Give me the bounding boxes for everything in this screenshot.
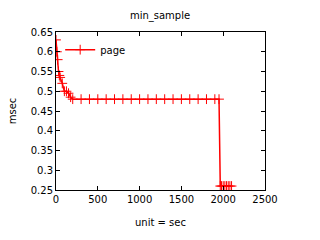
svg-text:0.45: 0.45 bbox=[31, 106, 53, 117]
svg-text:0.35: 0.35 bbox=[31, 145, 53, 156]
svg-text:min_sample: min_sample bbox=[130, 10, 190, 22]
svg-text:0.3: 0.3 bbox=[37, 165, 53, 176]
svg-text:1500: 1500 bbox=[169, 194, 194, 205]
svg-text:2000: 2000 bbox=[210, 194, 235, 205]
svg-text:page: page bbox=[100, 45, 125, 56]
svg-text:0.6: 0.6 bbox=[37, 46, 53, 57]
svg-text:500: 500 bbox=[88, 194, 107, 205]
svg-text:0.25: 0.25 bbox=[31, 185, 53, 196]
svg-text:msec: msec bbox=[7, 98, 18, 125]
svg-text:0.5: 0.5 bbox=[37, 86, 53, 97]
svg-text:0.65: 0.65 bbox=[31, 27, 53, 38]
svg-text:2500: 2500 bbox=[252, 194, 277, 205]
svg-text:0.55: 0.55 bbox=[31, 66, 53, 77]
svg-text:0: 0 bbox=[53, 194, 59, 205]
svg-text:1000: 1000 bbox=[127, 194, 152, 205]
svg-text:unit = sec: unit = sec bbox=[135, 217, 186, 228]
svg-text:0.4: 0.4 bbox=[37, 125, 53, 136]
